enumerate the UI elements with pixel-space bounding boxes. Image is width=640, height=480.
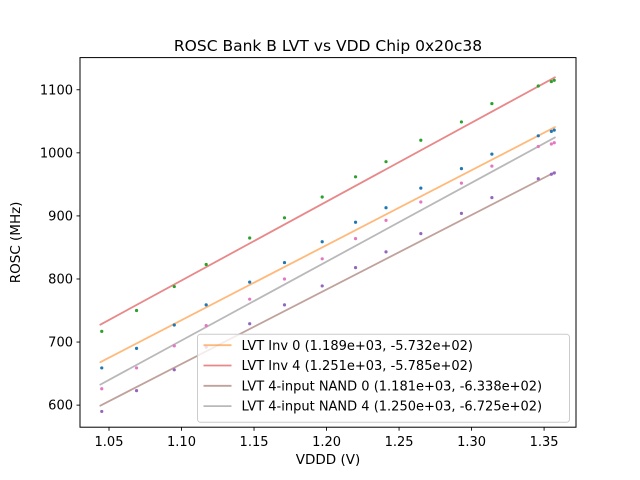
legend-label-lvt-inv-0: LVT Inv 0 (1.189e+03, -5.732e+02) bbox=[242, 339, 473, 354]
scatter-point-lvt-inv-0 bbox=[536, 134, 540, 138]
axis-ticks-group: 1.05 1.10 1.15 1.20 1.25 1.30 1.35 600 700 800 900… bbox=[40, 83, 559, 450]
scatter-point-lvt-inv-4 bbox=[490, 102, 494, 106]
scatter-point-lvt-inv-0 bbox=[549, 129, 553, 133]
scatter-point-lvt-4-input-nand-0 bbox=[353, 266, 358, 270]
scatter-point-lvt-inv-4 bbox=[282, 216, 287, 220]
scatter-point-lvt-inv-0 bbox=[172, 323, 176, 327]
scatter-point-lvt-4-input-nand-4 bbox=[384, 218, 388, 222]
scatter-point-lvt-inv-4 bbox=[459, 120, 464, 124]
y-tick-label: 800 bbox=[48, 272, 73, 287]
scatter-point-lvt-inv-4 bbox=[320, 195, 324, 199]
scatter-point-lvt-4-input-nand-4 bbox=[204, 324, 208, 328]
scatter-point-lvt-4-input-nand-4 bbox=[536, 144, 540, 149]
y-tick-label: 1100 bbox=[40, 83, 73, 98]
scatter-point-lvt-4-input-nand-0 bbox=[419, 231, 423, 236]
scatter-point-lvt-4-input-nand-0 bbox=[552, 171, 556, 175]
scatter-point-lvt-inv-4 bbox=[204, 262, 208, 267]
legend-group: LVT Inv 0 (1.189e+03, -5.732e+02) LVT Inv… bbox=[197, 333, 570, 423]
x-tick-label: 1.15 bbox=[240, 435, 269, 450]
scatter-point-lvt-4-input-nand-0 bbox=[549, 172, 553, 176]
scatter-point-lvt-inv-4 bbox=[384, 160, 388, 164]
scatter-point-lvt-inv-4 bbox=[100, 329, 104, 333]
scatter-point-lvt-inv-4 bbox=[536, 84, 540, 88]
scatter-point-lvt-inv-0 bbox=[248, 280, 252, 284]
scatter-point-lvt-4-input-nand-0 bbox=[536, 177, 540, 181]
scatter-point-lvt-inv-0 bbox=[282, 260, 287, 265]
scatter-point-lvt-4-input-nand-4 bbox=[353, 237, 358, 241]
scatter-point-lvt-4-input-nand-4 bbox=[549, 142, 553, 146]
scatter-point-lvt-inv-4 bbox=[419, 138, 423, 142]
scatter-point-lvt-inv-0 bbox=[100, 366, 104, 370]
legend-box bbox=[197, 333, 570, 423]
scatter-point-lvt-4-input-nand-0 bbox=[172, 368, 176, 372]
scatter-point-lvt-4-input-nand-4 bbox=[552, 141, 556, 145]
scatter-point-lvt-4-input-nand-4 bbox=[490, 164, 494, 168]
fit-lines-group bbox=[99, 76, 556, 407]
legend-label-lvt-inv-4: LVT Inv 4 (1.251e+03, -5.785e+02) bbox=[242, 359, 473, 374]
scatter-point-lvt-4-input-nand-0 bbox=[282, 303, 287, 307]
x-tick-label: 1.05 bbox=[95, 435, 124, 450]
scatter-point-lvt-inv-4 bbox=[134, 308, 139, 313]
scatter-point-lvt-4-input-nand-0 bbox=[384, 250, 388, 254]
legend-label-lvt-4-input-nand-0: LVT 4-input NAND 0 (1.181e+03, -6.338e+0… bbox=[242, 379, 543, 394]
scatter-point-lvt-4-input-nand-4 bbox=[248, 297, 252, 301]
y-tick-label: 900 bbox=[48, 209, 73, 224]
scatter-point-lvt-4-input-nand-4 bbox=[134, 366, 139, 370]
x-tick-label: 1.25 bbox=[385, 435, 414, 450]
fit-line-lvt-inv-4 bbox=[99, 76, 556, 326]
scatter-point-lvt-inv-0 bbox=[204, 303, 208, 307]
y-axis-label: ROSC (MHz) bbox=[8, 202, 24, 284]
scatter-point-lvt-inv-4 bbox=[353, 175, 358, 179]
y-tick-label: 700 bbox=[48, 336, 73, 351]
fit-line-lvt-4-input-nand-4 bbox=[99, 136, 556, 386]
x-axis-label: VDDD (V) bbox=[296, 452, 360, 468]
scatter-point-lvt-inv-4 bbox=[248, 236, 252, 240]
scatter-point-lvt-inv-0 bbox=[459, 167, 464, 171]
x-tick-label: 1.20 bbox=[312, 435, 341, 450]
fit-line-lvt-inv-0 bbox=[99, 126, 556, 364]
x-tick-label: 1.10 bbox=[167, 435, 196, 450]
scatter-point-lvt-4-input-nand-0 bbox=[100, 409, 104, 414]
scatter-point-lvt-4-input-nand-0 bbox=[248, 322, 252, 326]
scatter-point-lvt-4-input-nand-4 bbox=[172, 344, 176, 348]
scatter-point-lvt-inv-0 bbox=[134, 346, 139, 350]
y-tick-label: 1000 bbox=[40, 146, 73, 161]
legend-label-lvt-4-input-nand-4: LVT 4-input NAND 4 (1.250e+03, -6.725e+0… bbox=[242, 400, 543, 415]
scatter-point-lvt-4-input-nand-0 bbox=[459, 211, 464, 215]
scatter-point-lvt-inv-0 bbox=[419, 186, 423, 190]
scatter-point-lvt-4-input-nand-0 bbox=[320, 284, 324, 288]
scatter-point-lvt-inv-0 bbox=[490, 152, 494, 156]
scatter-point-lvt-4-input-nand-4 bbox=[459, 181, 464, 185]
scatter-point-lvt-4-input-nand-0 bbox=[490, 196, 494, 200]
chart-title: ROSC Bank B LVT vs VDD Chip 0x20c38 bbox=[174, 37, 482, 55]
y-tick-label: 600 bbox=[48, 399, 73, 414]
scatter-point-lvt-inv-4 bbox=[172, 284, 176, 289]
fit-line-lvt-4-input-nand-0 bbox=[99, 171, 556, 407]
scatter-point-lvt-4-input-nand-0 bbox=[134, 389, 139, 393]
scatter-point-lvt-4-input-nand-4 bbox=[320, 257, 324, 261]
scatter-point-lvt-inv-4 bbox=[552, 78, 556, 82]
x-tick-label: 1.30 bbox=[457, 435, 486, 450]
scatter-point-lvt-4-input-nand-4 bbox=[282, 277, 287, 281]
scatter-point-lvt-4-input-nand-4 bbox=[419, 200, 423, 204]
scatter-point-lvt-inv-0 bbox=[384, 206, 388, 210]
scatter-point-lvt-4-input-nand-4 bbox=[100, 387, 104, 391]
scatter-point-lvt-inv-4 bbox=[549, 79, 553, 84]
scatter-point-lvt-inv-0 bbox=[552, 128, 556, 132]
scatter-point-lvt-inv-0 bbox=[353, 220, 358, 224]
plot-area-frame bbox=[79, 57, 577, 428]
scatter-point-lvt-inv-0 bbox=[320, 240, 324, 244]
x-tick-label: 1.35 bbox=[530, 435, 559, 450]
